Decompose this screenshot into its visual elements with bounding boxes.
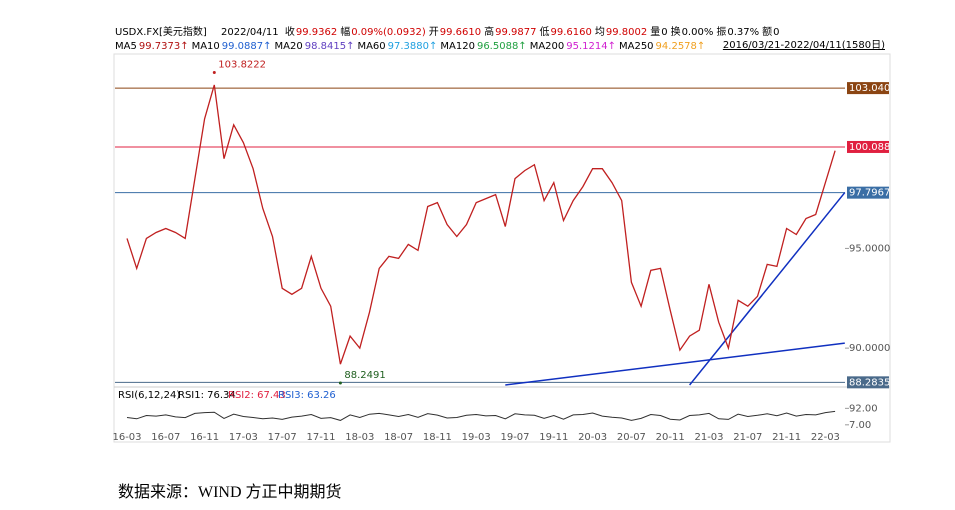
x-tick-label: 21-11	[772, 432, 801, 443]
quote-label: 高	[484, 27, 495, 38]
x-tick-label: 18-07	[384, 432, 413, 443]
quote-value: 0.09%(0.0932)	[351, 27, 426, 38]
x-tick-label: 19-03	[462, 432, 491, 443]
x-tick-label: 19-07	[500, 432, 529, 443]
rsi-title: RSI(6,12,24)	[118, 390, 180, 401]
quote-label: 开	[428, 27, 439, 38]
annotation-label: 88.2491	[344, 370, 385, 381]
level-label: 97.7967	[849, 188, 890, 199]
ma-value: 98.8415↑	[304, 41, 355, 52]
quote-label: 幅	[340, 27, 351, 38]
ma-label: MA250	[618, 41, 654, 52]
ma-label: MA5	[115, 41, 137, 52]
x-tick-label: 20-03	[578, 432, 607, 443]
quote-value: 99.8002	[605, 27, 648, 38]
chart: 95.0000 90.0000 103.040 100.088 97.7967 88.28…	[112, 53, 891, 443]
rsi-tick-label: 92.00	[849, 403, 878, 414]
ma-label: MA120	[440, 41, 475, 52]
x-tick-label: 16-11	[190, 432, 219, 443]
quote-value: 99.9362	[295, 27, 338, 38]
x-tick-label: 16-07	[151, 432, 180, 443]
caption: 数据来源：WIND 方正中期期货	[118, 484, 342, 501]
x-tick-label: 18-11	[423, 432, 452, 443]
x-tick-label: 20-07	[617, 432, 646, 443]
ma-value: 99.7373↑	[138, 41, 189, 52]
quote-label: 收	[284, 27, 295, 38]
x-tick-label: 17-11	[306, 432, 335, 443]
date: 2022/04/11	[221, 27, 279, 38]
rsi-legend: RSI3: 63.26	[278, 390, 336, 401]
quote-value: 99.6610	[439, 27, 482, 38]
quote-value: 0.00%	[681, 27, 714, 38]
rsi-tick-label: 7.00	[849, 420, 871, 431]
x-tick-label: 16-03	[112, 432, 141, 443]
annotation-label: 103.8222	[218, 60, 266, 71]
quote-label: 均	[594, 27, 605, 38]
level-box	[847, 140, 889, 153]
x-tick-label: 17-03	[229, 432, 258, 443]
rsi-legend: RSI2: 67.43	[228, 390, 286, 401]
range-label: 2016/03/21-2022/04/11(1580日)	[722, 40, 885, 51]
level-box	[847, 82, 889, 95]
quote-value: 99.6160	[550, 27, 592, 38]
ma-row: MA5 99.7373↑ MA10 99.0887↑ MA20 98.8415↑ MA60 9…	[115, 41, 708, 53]
level-label: 100.088	[849, 142, 890, 153]
trend-line	[505, 342, 845, 386]
rsi-legend: RSI1: 76.34	[178, 390, 236, 401]
ma-label: MA10	[191, 41, 220, 52]
quote-value: 0	[661, 27, 668, 38]
ma-value: 99.0887↑	[221, 41, 272, 52]
price-line	[126, 84, 836, 365]
quote-value: 0.37%	[727, 27, 760, 38]
quote-label: 振	[716, 27, 727, 38]
ma-label: MA200	[529, 41, 565, 52]
annotation-point	[338, 381, 342, 385]
level-label: 103.040	[849, 83, 890, 94]
x-tick-label: 21-07	[733, 432, 762, 443]
x-tick-label: 22-03	[811, 432, 840, 443]
quote-row: USDX.FX[美元指数] 2022/04/11 收99.9362 幅0.09%(…	[115, 27, 783, 39]
x-tick-label: 19-11	[539, 432, 568, 443]
x-tick-label: 20-11	[656, 432, 685, 443]
trend-line	[689, 192, 846, 386]
y-tick-label: 90.0000	[849, 343, 890, 354]
rsi-line	[126, 410, 836, 421]
quote-value: 99.9877	[495, 27, 537, 38]
ma-value: 97.3880↑	[387, 41, 438, 52]
quote-label: 低	[539, 27, 550, 38]
ma-label: MA60	[357, 41, 386, 52]
y-tick-label: 95.0000	[849, 243, 890, 254]
x-tick-label: 17-07	[268, 432, 297, 443]
ma-value: 95.1214↑	[566, 41, 616, 52]
level-box	[847, 376, 889, 389]
ma-value: 96.5088↑	[476, 41, 527, 52]
annotation-point	[212, 71, 216, 75]
symbol: USDX.FX[美元指数]	[115, 27, 207, 38]
quote-label: 量	[650, 27, 661, 38]
ma-label: MA20	[274, 41, 303, 52]
quote-label: 换	[670, 27, 681, 38]
frame	[113, 53, 891, 443]
x-tick-label: 18-03	[345, 432, 374, 443]
quote-label: 额	[762, 27, 773, 38]
ma-value: 94.2578↑	[655, 41, 706, 52]
x-tick-label: 21-03	[694, 432, 723, 443]
level-label: 88.2835	[849, 377, 890, 388]
quote-value: 0	[773, 27, 780, 38]
level-box	[847, 186, 889, 199]
